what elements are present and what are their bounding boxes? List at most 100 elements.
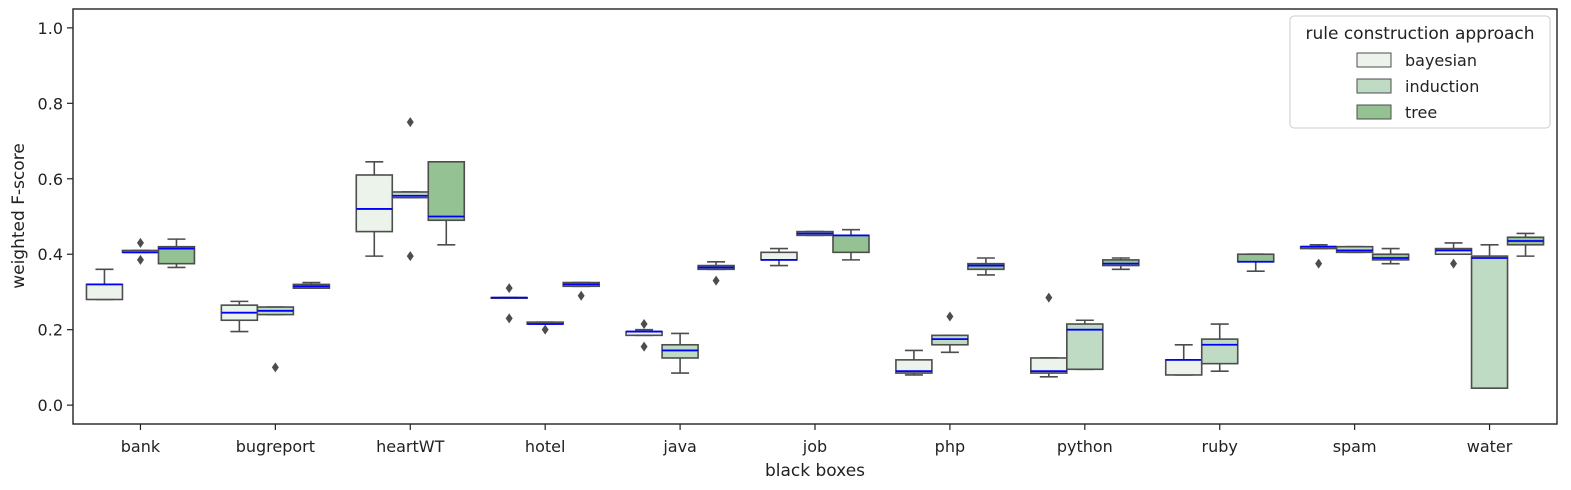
- box-body: [760, 251, 798, 261]
- y-axis: 0.0 0.2 0.4 0.6 0.8 1.0: [38, 19, 73, 415]
- outlier-point: [136, 237, 144, 248]
- legend-swatch-tree: [1356, 104, 1392, 120]
- box-tree-hotel: [562, 281, 600, 301]
- outlier-point: [946, 311, 954, 322]
- outlier-point: [1315, 258, 1323, 269]
- box-bayesian-java: [625, 319, 663, 352]
- box-induction-ruby: [1200, 323, 1239, 372]
- box-body: [832, 234, 870, 254]
- box-body: [85, 283, 124, 301]
- box-body: [1066, 323, 1104, 371]
- box-bayesian-heartWT: [355, 160, 394, 257]
- y-tick-label: 1.0: [38, 19, 63, 38]
- box-bayesian-spam: [1299, 243, 1338, 269]
- legend-label-induction: induction: [1405, 77, 1479, 96]
- box-induction-java: [661, 332, 699, 374]
- box-induction-spam: [1335, 245, 1374, 254]
- box-body: [1236, 253, 1275, 263]
- x-axis-label: black boxes: [765, 461, 865, 481]
- x-tick-label: water: [1467, 437, 1513, 456]
- box-bayesian-ruby: [1164, 343, 1203, 376]
- legend: rule construction approach bayesian induc…: [1289, 15, 1551, 129]
- box-induction-bank: [121, 237, 160, 265]
- box-body: [1102, 259, 1140, 267]
- legend-swatch-induction: [1356, 78, 1392, 94]
- legend-label-tree: tree: [1405, 103, 1437, 122]
- x-tick-label: bank: [121, 437, 161, 456]
- box-induction-hotel: [526, 321, 564, 335]
- y-axis-label: weighted F-score: [9, 143, 29, 289]
- box-body: [931, 334, 969, 346]
- y-tick-label: 0.2: [38, 321, 63, 340]
- box-body: [355, 174, 394, 233]
- outlier-point: [640, 341, 648, 352]
- box-bayesian-water: [1434, 242, 1473, 269]
- box-bayesian-python: [1030, 292, 1068, 378]
- x-tick-label: heartWT: [376, 437, 444, 456]
- x-tick-label: spam: [1333, 437, 1377, 456]
- box-tree-php: [967, 257, 1005, 276]
- outlier-point: [406, 251, 414, 262]
- outlier-point: [1045, 292, 1053, 303]
- box-induction-python: [1066, 319, 1104, 371]
- box-tree-water: [1506, 232, 1545, 257]
- legend-swatch-bayesian: [1356, 52, 1392, 68]
- box-bayesian-php: [895, 349, 933, 376]
- outlier-point: [712, 275, 720, 286]
- box-induction-php: [931, 311, 969, 354]
- box-body: [157, 245, 196, 265]
- x-axis: bank bugreport heartWT hotel java job php pytho…: [121, 424, 1513, 456]
- box-bayesian-hotel: [490, 283, 528, 324]
- box-bayesian-bank: [85, 268, 124, 301]
- box-body: [967, 262, 1005, 271]
- outlier-point: [1450, 258, 1458, 269]
- box-tree-java: [697, 260, 735, 286]
- x-tick-label: ruby: [1202, 437, 1238, 456]
- outlier-point: [505, 283, 513, 294]
- box-body: [895, 359, 933, 374]
- x-tick-label: hotel: [525, 437, 566, 456]
- box-induction-bugreport: [256, 306, 295, 373]
- box-body: [1335, 245, 1374, 254]
- outlier-point: [505, 313, 513, 324]
- outlier-point: [271, 362, 279, 373]
- x-tick-label: job: [802, 437, 827, 456]
- box-induction-heartWT: [391, 117, 430, 262]
- box-body: [1164, 359, 1203, 376]
- box-tree-ruby: [1236, 253, 1275, 273]
- outlier-point: [577, 290, 585, 301]
- x-tick-label: java: [662, 437, 697, 456]
- y-tick-label: 0.8: [38, 94, 63, 113]
- box-body: [427, 160, 466, 222]
- x-tick-label: python: [1057, 437, 1113, 456]
- box-tree-job: [832, 228, 870, 261]
- box-bayesian-bugreport: [220, 300, 259, 333]
- outlier-point: [541, 324, 549, 335]
- legend-title: rule construction approach: [1305, 24, 1534, 44]
- box-bayesian-job: [760, 247, 798, 267]
- box-body: [1200, 338, 1239, 365]
- box-body: [1371, 253, 1410, 261]
- y-tick-label: 0.4: [38, 245, 63, 264]
- box-body: [661, 343, 699, 359]
- box-tree-python: [1102, 257, 1140, 271]
- legend-frame: [1289, 15, 1551, 129]
- box-induction-water: [1470, 243, 1509, 389]
- box-body: [391, 191, 430, 199]
- x-tick-label: bugreport: [236, 437, 315, 456]
- plot-area: [85, 117, 1545, 389]
- box-tree-bugreport: [292, 281, 331, 289]
- x-tick-label: php: [935, 437, 965, 456]
- box-tree-bank: [157, 238, 196, 269]
- legend-items: bayesian induction tree: [1356, 51, 1479, 122]
- outlier-point: [406, 117, 414, 128]
- outlier-point: [136, 254, 144, 265]
- legend-label-bayesian: bayesian: [1405, 51, 1477, 70]
- box-body: [1470, 255, 1509, 389]
- box-tree-heartWT: [427, 160, 466, 246]
- y-tick-label: 0.0: [38, 396, 63, 415]
- box-induction-job: [796, 230, 834, 237]
- box-tree-spam: [1371, 247, 1410, 265]
- outlier-point: [640, 319, 648, 330]
